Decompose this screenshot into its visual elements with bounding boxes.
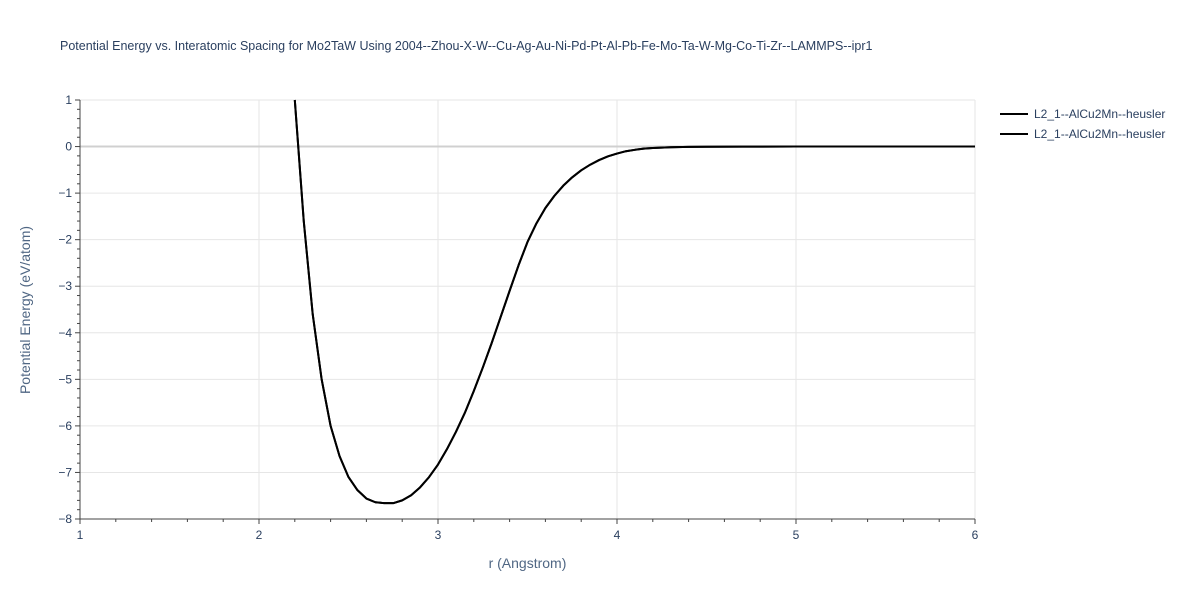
x-axis-title: r (Angstrom) — [489, 555, 567, 571]
legend-label: L2_1--AlCu2Mn--heusler — [1034, 127, 1165, 141]
y-tick-label: −3 — [58, 279, 72, 293]
y-tick-label: −8 — [58, 512, 72, 526]
x-tick-label: 5 — [793, 528, 800, 542]
series-line-1 — [293, 99, 975, 505]
x-tick-label: 6 — [972, 528, 979, 542]
y-tick-label: −4 — [58, 326, 72, 340]
x-tick-label: 3 — [435, 528, 442, 542]
legend-item[interactable]: L2_1--AlCu2Mn--heusler — [1000, 127, 1165, 141]
axis-layer — [79, 100, 975, 520]
y-tick-label: −2 — [58, 233, 72, 247]
legend[interactable]: L2_1--AlCu2Mn--heusler L2_1--AlCu2Mn--heu… — [1000, 107, 1165, 141]
y-tick-label: −5 — [58, 372, 72, 386]
grid-layer — [80, 99, 976, 519]
y-tick-label: −1 — [58, 186, 72, 200]
y-tick-label: 0 — [65, 140, 72, 154]
legend-label: L2_1--AlCu2Mn--heusler — [1034, 107, 1165, 121]
legend-item[interactable]: L2_1--AlCu2Mn--heusler — [1000, 107, 1165, 121]
series-line-2 — [293, 99, 975, 505]
chart-title: Potential Energy vs. Interatomic Spacing… — [60, 39, 873, 53]
y-tick-label: −7 — [58, 465, 72, 479]
x-tick-label: 2 — [256, 528, 263, 542]
y-tick-label: 1 — [65, 93, 72, 107]
series-layer — [293, 99, 975, 505]
x-tick-label: 1 — [77, 528, 84, 542]
y-tick-label: −6 — [58, 419, 72, 433]
tick-layer: 1 2 3 4 5 6 1 0 −1 −2 −3 −4 −5 −6 −7 −8 — [58, 93, 978, 542]
x-tick-label: 4 — [614, 528, 621, 542]
y-axis-title: Potential Energy (eV/atom) — [17, 226, 33, 394]
